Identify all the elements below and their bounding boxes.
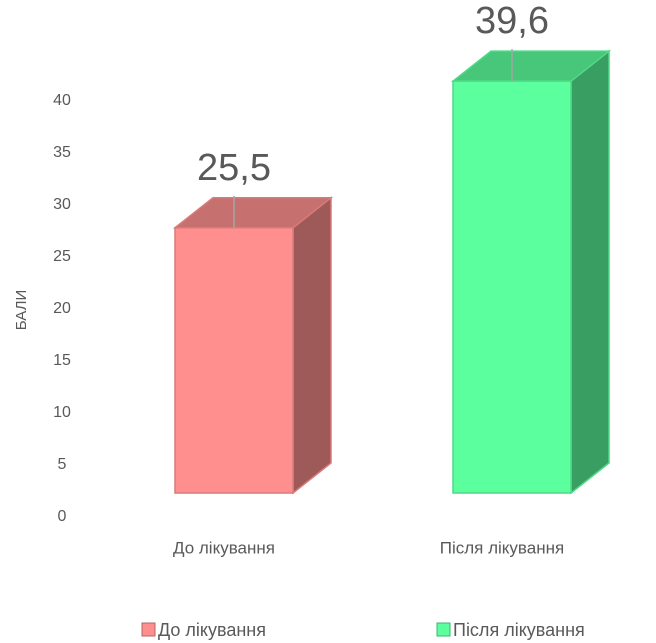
x-tick-label: Після лікування bbox=[440, 538, 564, 557]
y-tick-label: 0 bbox=[58, 508, 67, 525]
bar-side bbox=[570, 49, 610, 495]
y-axis-label: БАЛИ bbox=[13, 290, 30, 330]
bar bbox=[172, 196, 334, 495]
x-tick-label: До лікування bbox=[173, 538, 275, 557]
y-tick-label: 40 bbox=[53, 92, 71, 109]
y-tick-label: 10 bbox=[53, 404, 71, 421]
y-tick-label: 15 bbox=[53, 352, 71, 369]
bar bbox=[450, 49, 612, 495]
legend-label: Після лікування bbox=[453, 620, 585, 640]
y-tick-label: 25 bbox=[53, 248, 71, 265]
legend-label: До лікування bbox=[158, 620, 266, 640]
bar-front bbox=[174, 227, 294, 494]
bar-front bbox=[452, 80, 572, 494]
legend-swatch bbox=[436, 622, 451, 637]
legend-swatch bbox=[141, 622, 156, 637]
y-tick-label: 30 bbox=[53, 196, 71, 213]
value-label: 39,6 bbox=[475, 0, 549, 42]
y-tick-label: 35 bbox=[53, 144, 71, 161]
y-tick-label: 5 bbox=[58, 456, 67, 473]
y-tick-label: 20 bbox=[53, 300, 71, 317]
bar-side bbox=[292, 196, 332, 495]
value-label: 25,5 bbox=[197, 147, 271, 189]
